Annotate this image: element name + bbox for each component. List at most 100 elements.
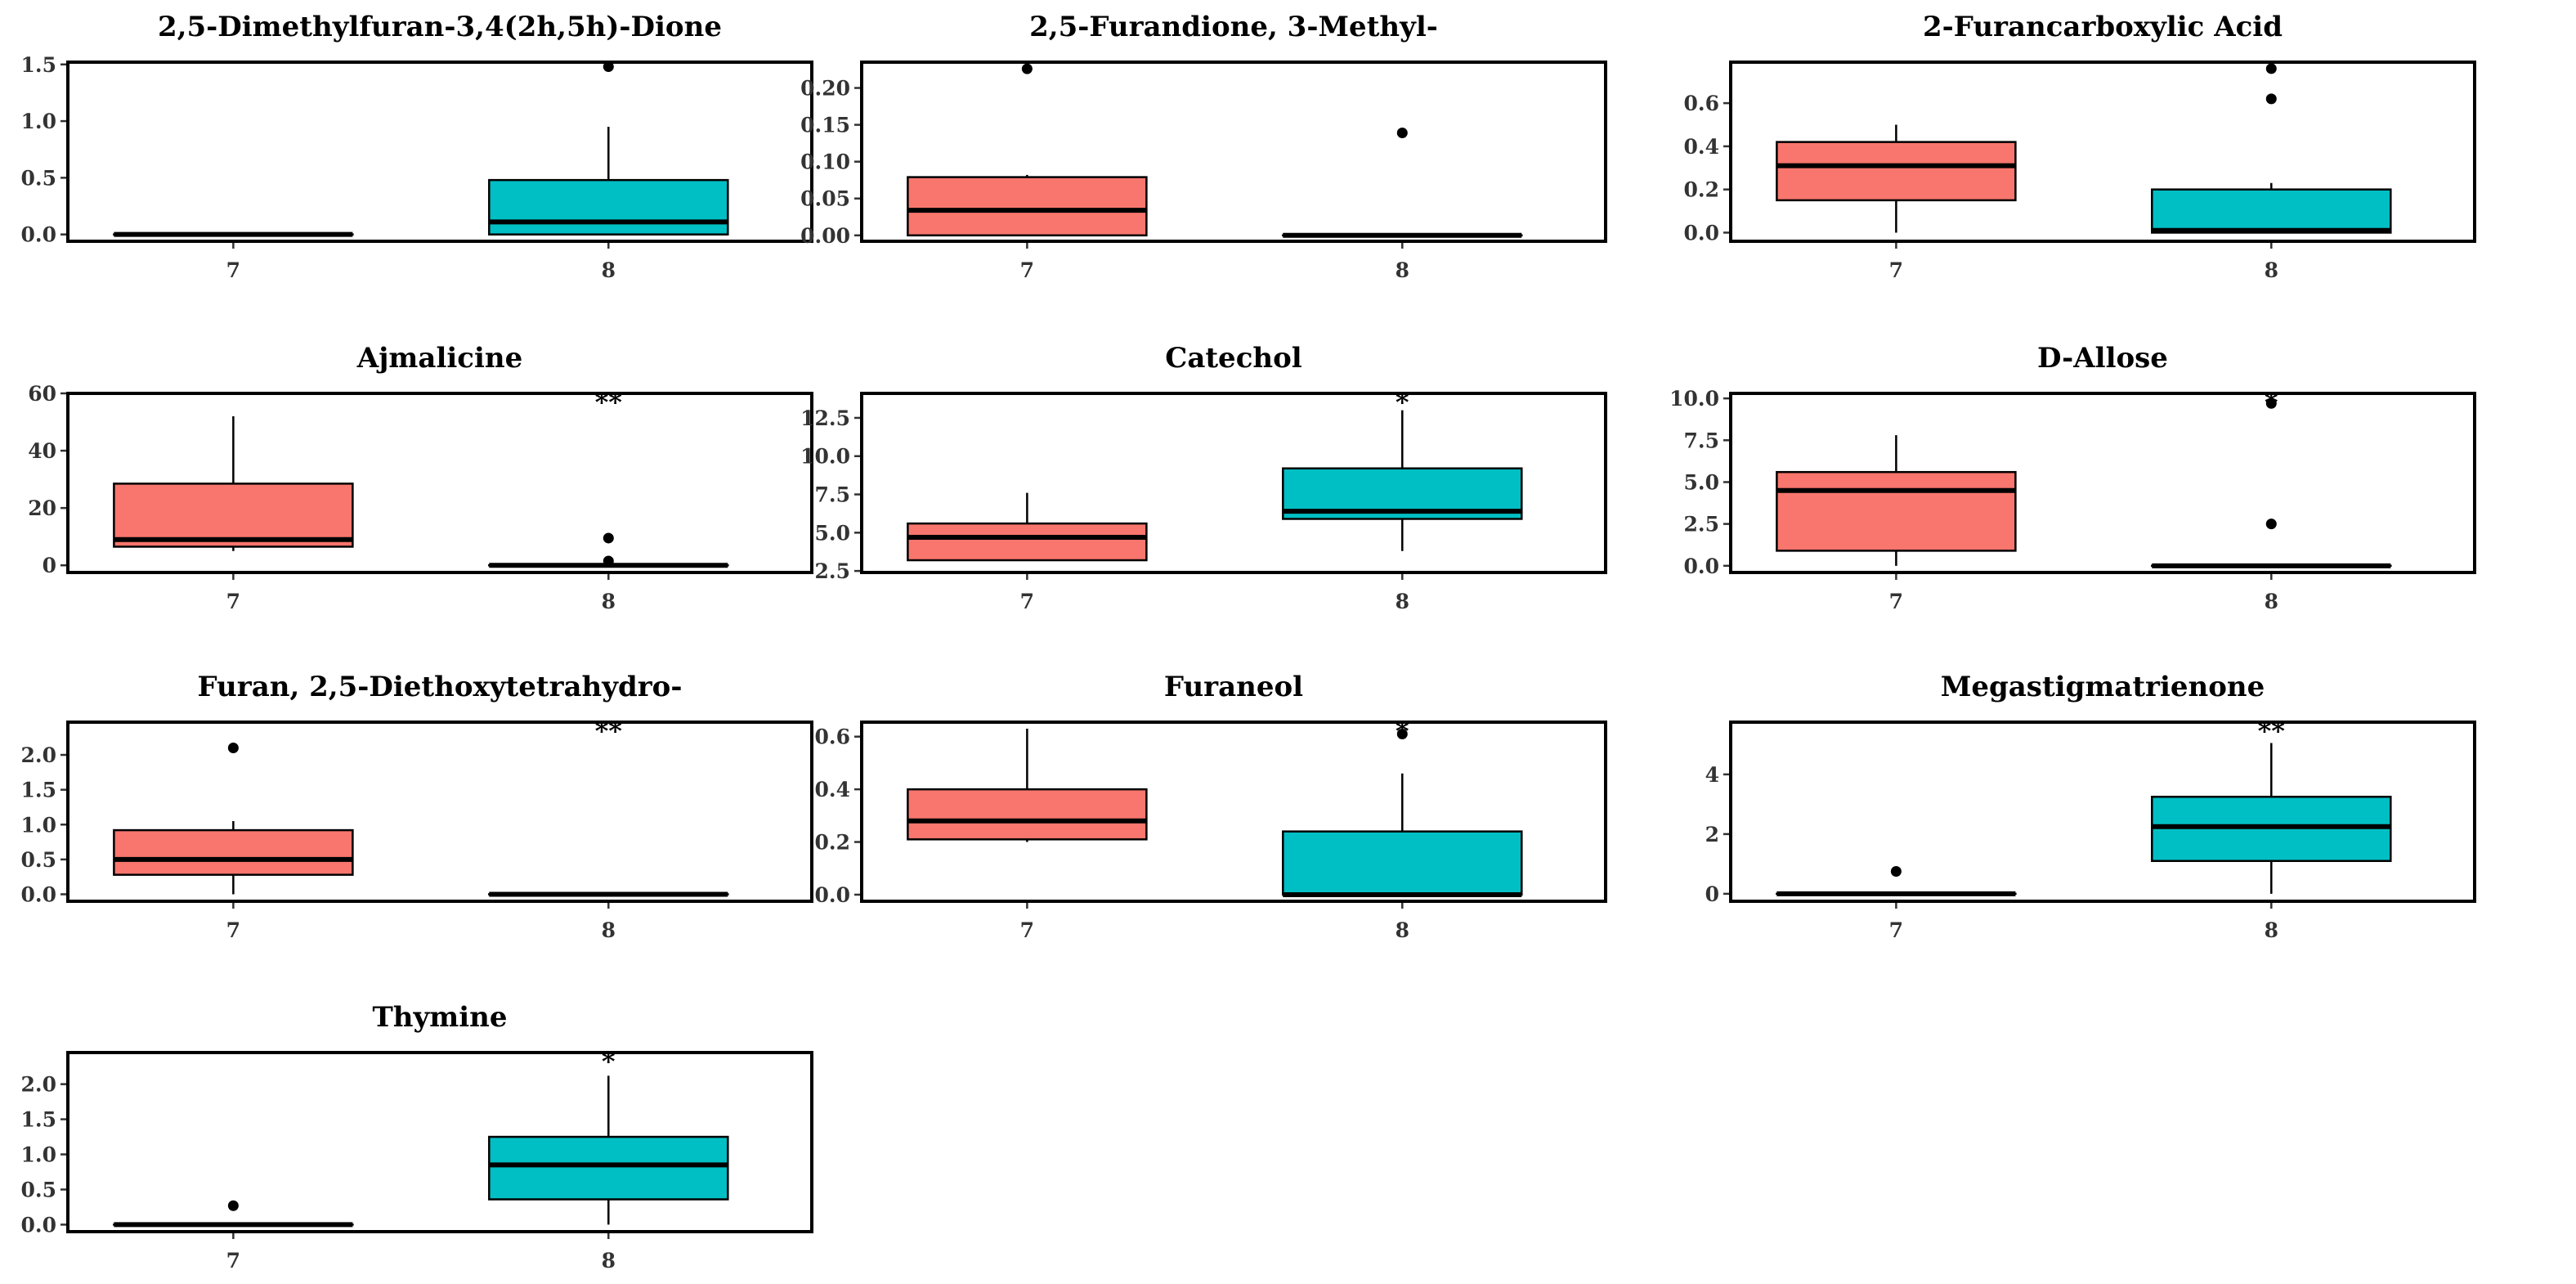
y-tick-label: 40 [28, 439, 56, 463]
box-group-7 [113, 743, 354, 895]
box-group-8 [2151, 63, 2392, 234]
y-tick-label: 0.0 [1684, 554, 1720, 578]
x-tick-label: 7 [1020, 918, 1034, 942]
y-tick-label: 0.10 [800, 150, 850, 174]
x-tick-label: 8 [602, 590, 616, 613]
box-body [488, 1135, 729, 1201]
y-tick-label: 0.5 [21, 1178, 57, 1201]
panel-title: Megastigmatrienone [1941, 671, 2265, 703]
x-tick-label: 7 [226, 590, 240, 613]
y-tick-label: 4 [1705, 763, 1719, 787]
y-tick-label: 2.5 [1684, 513, 1720, 536]
y-tick-label: 0.0 [21, 882, 57, 906]
y-tick-label: 5.0 [815, 521, 851, 545]
box-body [113, 828, 354, 876]
panel: 2,5-Dimethylfuran-3,4(2h,5h)-Dione 0.0 0.5… [21, 11, 813, 282]
panel-border [1729, 392, 2476, 574]
x-tick-label: 7 [1889, 918, 1903, 942]
box-group-8 [488, 532, 729, 568]
panel: 2,5-Furandione, 3-Methyl- 0.00 0.05 0.10 0.1… [800, 11, 1607, 282]
y-tick-label: 0 [43, 554, 56, 577]
y-tick-label: 0.2 [815, 831, 851, 855]
y-tick-label: 0.4 [1684, 135, 1720, 159]
x-tick-label: 8 [602, 1249, 616, 1273]
panel-title: 2,5-Dimethylfuran-3,4(2h,5h)-Dione [158, 11, 722, 43]
x-tick-label: 8 [602, 258, 616, 282]
outlier-point [227, 1200, 239, 1211]
panel-border [66, 392, 813, 574]
y-tick-label: 2.5 [815, 559, 851, 583]
y-tick-label: 10.0 [800, 445, 850, 469]
y-tick-label: 0.05 [800, 187, 850, 211]
y-tick-label: 0.5 [21, 848, 57, 872]
box-body [113, 483, 354, 548]
panel: 2-Furancarboxylic Acid 0.0 0.2 0.4 0.6 7 8 [1684, 11, 2476, 282]
y-tick-label: 0.15 [800, 114, 850, 137]
panel: Thymine 0.0 0.5 1.0 1.5 2.0 7 8 * [21, 1001, 813, 1273]
significance-marker: ** [2258, 716, 2286, 747]
panel: Megastigmatrienone 0 2 4 7 8 ** [1705, 671, 2476, 942]
box-group-8 [1282, 410, 1523, 551]
y-tick-label: 0.2 [1684, 178, 1720, 202]
box-group-7 [113, 1200, 354, 1228]
x-tick-label: 8 [1396, 590, 1409, 613]
x-tick-label: 7 [1020, 258, 1034, 282]
y-tick-label: 0.00 [800, 224, 850, 248]
significance-marker: * [1396, 716, 1409, 747]
box-group-7 [1776, 124, 2017, 233]
y-tick-label: 7.5 [815, 483, 851, 507]
x-tick-label: 8 [1396, 258, 1409, 282]
y-tick-label: 2.0 [21, 1073, 57, 1097]
box-group-7 [113, 416, 354, 551]
outlier-point [603, 61, 614, 73]
x-tick-label: 8 [602, 918, 616, 942]
panel: Furaneol 0.0 0.2 0.4 0.6 7 8 * [815, 671, 1607, 942]
significance-marker: * [2265, 387, 2278, 418]
box-group-7 [907, 729, 1148, 842]
panel-border [66, 1051, 813, 1233]
y-tick-label: 1.0 [21, 110, 57, 133]
x-tick-label: 7 [1020, 590, 1034, 613]
panel-border [860, 721, 1607, 903]
box-body [1776, 470, 2017, 552]
y-tick-label: 0.0 [815, 883, 851, 907]
y-tick-label: 7.5 [1684, 429, 1720, 452]
y-tick-label: 1.0 [21, 813, 57, 837]
y-tick-label: 20 [28, 496, 56, 520]
box-body [907, 176, 1148, 237]
box-group-7 [1776, 866, 2017, 896]
panel: D-Allose 0.0 2.5 5.0 7.5 10.0 7 8 * [1669, 342, 2476, 613]
y-tick-label: 1.5 [21, 779, 57, 802]
x-tick-label: 7 [1889, 590, 1903, 613]
panel: Catechol 2.5 5.0 7.5 10.0 12.5 7 8 * [800, 342, 1607, 613]
y-tick-label: 5.0 [1684, 470, 1720, 494]
outlier-point [1396, 728, 1408, 739]
panel-title: Furaneol [1164, 671, 1303, 703]
outlier-point [227, 743, 239, 754]
panel-border [860, 392, 1607, 574]
x-tick-label: 7 [226, 258, 240, 282]
outlier-point [2265, 397, 2277, 409]
panel-title: Furan, 2,5-Diethoxytetrahydro- [198, 671, 683, 703]
box-group-8 [1282, 128, 1523, 238]
outlier-point [2265, 63, 2277, 74]
panel-title: Thymine [372, 1001, 507, 1034]
x-tick-label: 7 [1889, 258, 1903, 282]
panel: Furan, 2,5-Diethoxytetrahydro- 0.0 0.5 1.0 1… [21, 671, 813, 942]
outlier-point [603, 555, 614, 567]
box-group-7 [907, 63, 1148, 237]
y-tick-label: 1.0 [21, 1143, 57, 1167]
box-group-8 [488, 1075, 729, 1225]
outlier-point [2265, 93, 2277, 105]
panel-border [66, 721, 813, 903]
panel-border [1729, 61, 2476, 243]
y-tick-label: 60 [28, 382, 56, 406]
x-tick-label: 8 [2265, 590, 2278, 613]
box-group-7 [907, 492, 1148, 562]
outlier-point [1396, 128, 1408, 139]
box-group-8 [1282, 728, 1523, 897]
box-body [2151, 188, 2392, 234]
y-tick-label: 0.20 [800, 77, 850, 101]
y-tick-label: 1.5 [21, 53, 57, 77]
